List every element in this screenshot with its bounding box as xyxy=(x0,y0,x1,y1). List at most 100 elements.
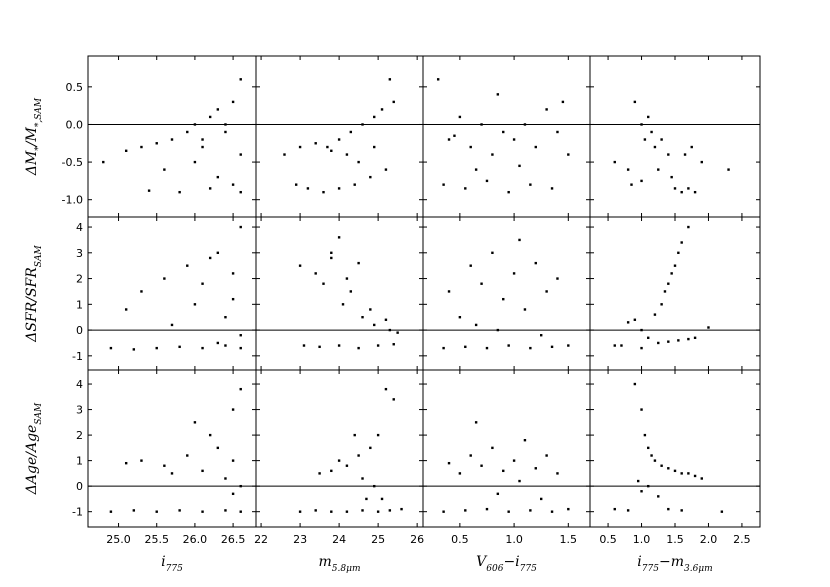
point xyxy=(693,474,697,478)
point xyxy=(458,472,462,475)
panel-frame xyxy=(422,369,591,528)
y-tick-label: 3 xyxy=(76,404,83,417)
x-tick-label: 1.0 xyxy=(633,533,651,546)
point xyxy=(361,123,364,126)
point xyxy=(178,190,181,194)
point xyxy=(700,160,703,164)
point xyxy=(550,510,554,513)
point xyxy=(502,469,505,473)
point xyxy=(707,326,710,329)
point xyxy=(613,507,616,511)
point xyxy=(353,433,356,437)
point xyxy=(545,290,548,293)
x-axis-label: i775−m3.6μm xyxy=(637,554,712,574)
point xyxy=(322,190,325,194)
point xyxy=(318,345,321,349)
point xyxy=(140,459,143,462)
point xyxy=(647,336,650,340)
point xyxy=(140,290,143,293)
point xyxy=(170,138,174,141)
point xyxy=(330,149,333,152)
panel-frame xyxy=(422,55,591,218)
point xyxy=(330,256,333,260)
point xyxy=(464,509,467,512)
point xyxy=(170,472,174,475)
y-axis-label: ΔM*/M*,SAM xyxy=(24,97,44,176)
point xyxy=(216,341,220,345)
label-subscript: 3.6μm xyxy=(684,564,713,574)
point xyxy=(653,459,657,462)
point xyxy=(660,303,663,306)
point xyxy=(132,509,136,512)
point xyxy=(231,492,235,496)
point xyxy=(298,264,302,267)
y-tick-label: -0.5 xyxy=(62,156,83,169)
x-tick-label: 0.5 xyxy=(599,533,617,546)
point xyxy=(314,142,317,145)
label-subscript: 775 xyxy=(166,564,183,574)
point xyxy=(224,123,227,126)
label-text: ΔSFR/SFR xyxy=(24,267,40,343)
x-tick-label: 1.5 xyxy=(666,533,684,546)
point xyxy=(613,344,616,347)
point xyxy=(653,313,657,316)
point xyxy=(474,168,478,171)
point xyxy=(474,323,478,327)
point xyxy=(670,175,673,179)
point xyxy=(485,346,489,350)
y-tick-label: 4 xyxy=(76,221,83,234)
point xyxy=(518,164,521,168)
point xyxy=(660,464,663,467)
point xyxy=(502,297,505,301)
point xyxy=(231,183,235,186)
point xyxy=(507,344,510,347)
label-text: ΔM xyxy=(24,150,40,176)
point xyxy=(653,145,657,149)
point xyxy=(369,446,372,450)
point xyxy=(523,123,527,126)
point xyxy=(469,454,472,457)
point xyxy=(496,492,500,496)
point xyxy=(680,509,683,512)
point xyxy=(216,175,220,179)
x-tick-label: 1.5 xyxy=(560,533,578,546)
y-tick-label: 4 xyxy=(76,378,83,391)
point xyxy=(224,130,227,134)
point xyxy=(485,179,489,183)
point xyxy=(170,323,174,327)
point xyxy=(345,153,349,156)
point xyxy=(380,497,384,501)
x-tick-label: 0.5 xyxy=(451,533,469,546)
y-tick-label: 2 xyxy=(76,273,83,286)
point xyxy=(673,264,677,267)
point xyxy=(396,331,399,334)
label-subscript: 775 xyxy=(520,564,537,574)
point xyxy=(673,469,677,473)
panel-frame xyxy=(255,55,424,218)
point xyxy=(458,115,462,119)
point xyxy=(239,225,242,229)
point xyxy=(341,303,345,306)
point xyxy=(357,261,360,265)
point xyxy=(480,282,483,285)
point xyxy=(545,454,548,457)
point xyxy=(400,507,403,511)
point xyxy=(447,138,451,141)
point xyxy=(474,421,478,424)
point xyxy=(231,272,235,275)
point xyxy=(388,328,392,332)
point xyxy=(337,344,341,347)
point xyxy=(224,344,227,347)
point xyxy=(392,398,395,401)
point xyxy=(239,190,242,194)
x-axis-label: i775 xyxy=(161,554,183,574)
point xyxy=(376,510,380,513)
point xyxy=(298,510,302,513)
point xyxy=(480,464,483,467)
x-tick-label: 26.5 xyxy=(221,533,246,546)
point xyxy=(491,153,494,156)
point xyxy=(453,134,456,137)
point xyxy=(353,183,356,186)
point xyxy=(155,142,158,145)
label-text: i xyxy=(161,554,165,570)
